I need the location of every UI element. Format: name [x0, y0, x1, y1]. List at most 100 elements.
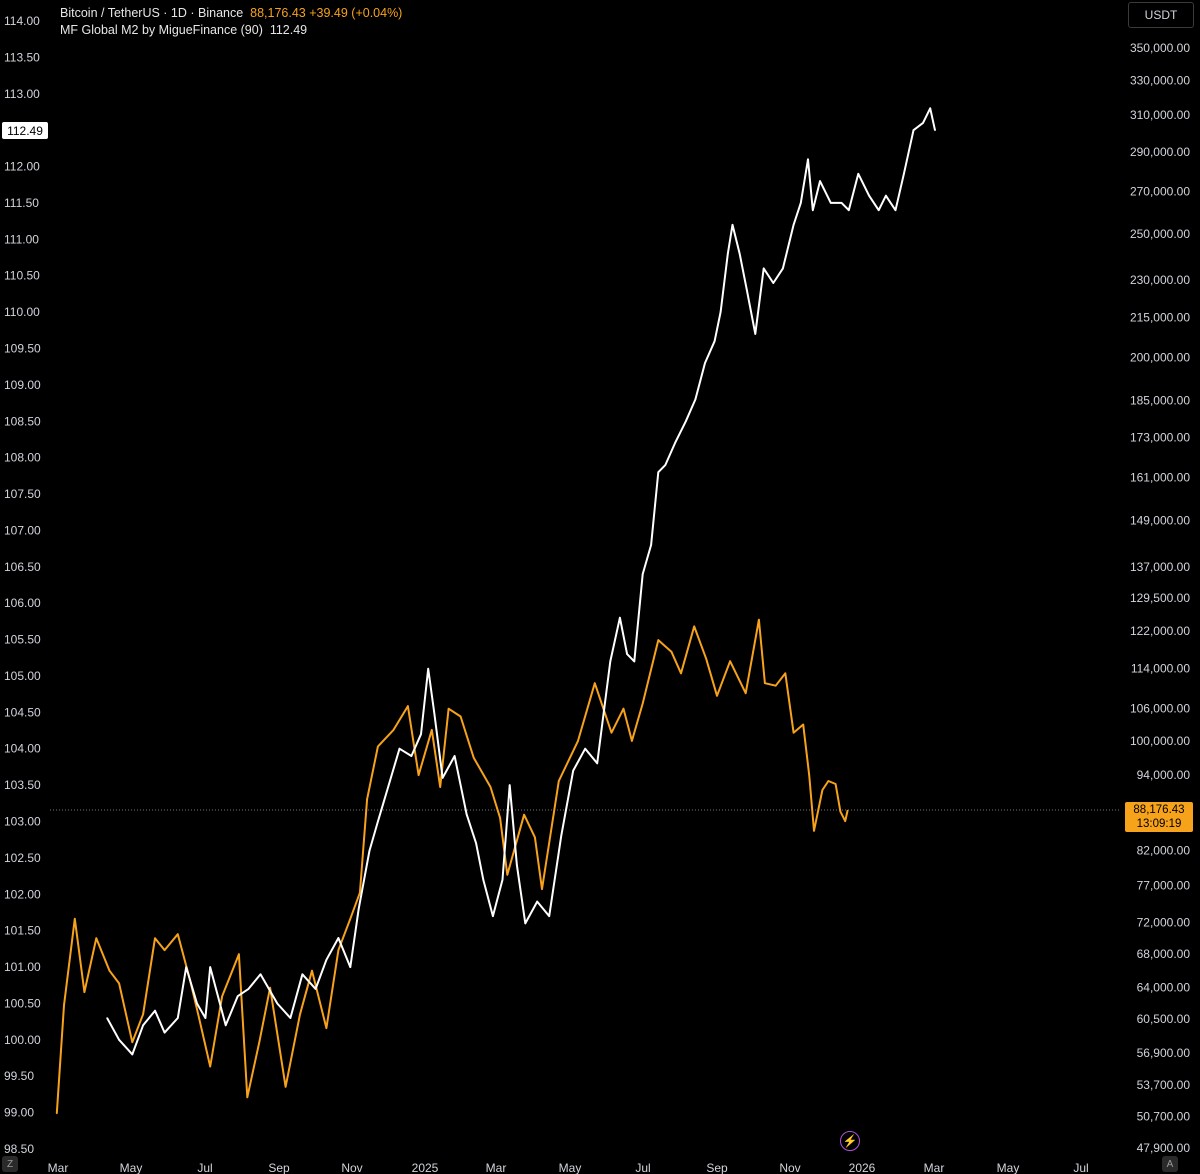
- btc-point-17: [246, 1096, 249, 1099]
- m2-point-25: [387, 784, 390, 786]
- right-axis-tick-24: 64,000.00: [1137, 981, 1191, 995]
- m2-point-37: [501, 878, 504, 881]
- m2-point-82: [903, 173, 905, 175]
- x-axis-tick-3: Sep: [268, 1161, 290, 1174]
- x-axis-tick-8: Jul: [635, 1161, 650, 1174]
- m2-point-55: [674, 442, 676, 444]
- btc-point-66: [821, 789, 824, 791]
- btc-point-31: [417, 774, 420, 776]
- m2-point-68: [782, 267, 784, 270]
- m2-point-45: [584, 747, 586, 750]
- auto-scale-button[interactable]: A: [1162, 1156, 1178, 1172]
- left-axis-tick-21: 103.00: [4, 815, 41, 829]
- btc-point-23: [325, 1027, 328, 1029]
- btc-point-55: [716, 694, 718, 697]
- m2-point-38: [508, 784, 511, 786]
- zoom-corner-button[interactable]: Z: [2, 1156, 18, 1172]
- left-axis-tick-9: 109.00: [4, 378, 41, 392]
- currency-unit-button[interactable]: USDT: [1128, 2, 1194, 28]
- x-axis-tick-11: 2026: [849, 1161, 876, 1174]
- m2-point-85: [929, 107, 932, 110]
- m2-point-27: [410, 755, 413, 757]
- m2-point-86: [934, 129, 936, 131]
- m2-point-49: [626, 653, 628, 655]
- btc-point-28: [377, 745, 379, 748]
- m2-point-44: [572, 769, 574, 772]
- btc-point-32: [431, 729, 433, 731]
- right-axis: 350,000.00 330,000.00 310,000.00 290,000.00…: [1130, 41, 1190, 1155]
- right-axis-tick-5: 250,000.00: [1130, 227, 1190, 241]
- m2-point-74: [829, 202, 832, 204]
- m2-point-11: [224, 1024, 227, 1027]
- btc-point-56: [729, 660, 731, 662]
- m2-point-28: [420, 733, 422, 735]
- btc-point-35: [459, 715, 462, 718]
- left-axis-tick-22: 102.50: [4, 851, 41, 865]
- left-axis-tick-20: 103.50: [4, 778, 41, 792]
- right-axis-tick-8: 200,000.00: [1130, 351, 1190, 365]
- btc-point-42: [541, 888, 543, 890]
- btc-point-29: [392, 729, 395, 731]
- m2-point-5: [163, 1031, 166, 1034]
- x-axis-tick-12: Mar: [924, 1161, 945, 1174]
- btc-point-22: [311, 969, 313, 972]
- btc-last-price: 88,176.43: [1133, 804, 1185, 816]
- m2-point-57: [694, 398, 697, 401]
- btc-point-37: [489, 786, 492, 788]
- left-axis-tick-19: 104.00: [4, 742, 41, 756]
- right-axis-tick-28: 50,700.00: [1137, 1110, 1191, 1124]
- btc-point-13: [197, 1013, 199, 1016]
- right-axis-tick-1: 330,000.00: [1130, 74, 1190, 88]
- m2-point-24: [377, 820, 379, 823]
- left-axis-tick-16: 105.50: [4, 633, 41, 647]
- m2-point-50: [633, 660, 636, 663]
- btc-point-65: [813, 829, 815, 832]
- right-axis-tick-10: 173,000.00: [1130, 431, 1190, 445]
- m2-point-30: [433, 711, 436, 714]
- left-axis-tick-6: 110.50: [4, 269, 40, 283]
- btc-point-4: [95, 937, 98, 939]
- btc-point-40: [523, 813, 525, 816]
- m2-point-43: [560, 835, 563, 837]
- btc-point-71: [846, 809, 849, 812]
- left-axis-tick-1: 113.50: [4, 50, 40, 64]
- m2-point-61: [726, 253, 729, 255]
- btc-point-68: [834, 783, 837, 785]
- btc-point-57: [744, 692, 747, 695]
- right-axis-tick-15: 122,000.00: [1130, 624, 1190, 638]
- btc-point-33: [439, 786, 442, 788]
- left-axis-tick-30: 98.50: [4, 1142, 34, 1156]
- right-axis-tick-3: 290,000.00: [1130, 145, 1190, 159]
- m2-point-22: [357, 908, 360, 910]
- x-axis-tick-0: Mar: [48, 1161, 69, 1174]
- right-axis-tick-17: 106,000.00: [1130, 702, 1190, 716]
- m2-point-56: [685, 420, 687, 423]
- lightning-bolt-icon[interactable]: ⚡: [840, 1131, 860, 1151]
- m2-point-39: [516, 864, 518, 866]
- m2-point-3: [142, 1024, 144, 1027]
- btc-point-0: [56, 1112, 58, 1115]
- right-axis-tick-12: 149,000.00: [1130, 513, 1190, 527]
- btc-point-20: [284, 1086, 287, 1088]
- btc-point-38: [499, 817, 501, 819]
- btc-point-19: [269, 986, 271, 989]
- right-axis-tick-6: 230,000.00: [1130, 273, 1190, 287]
- right-axis-tick-19: 94,000.00: [1137, 768, 1191, 782]
- x-axis-tick-13: May: [997, 1161, 1020, 1174]
- left-axis-tick-13: 107.00: [4, 523, 41, 537]
- m2-point-83: [912, 129, 915, 131]
- m2-point-13: [247, 988, 250, 990]
- btc-point-9: [154, 937, 156, 939]
- right-axis-tick-11: 161,000.00: [1130, 470, 1190, 484]
- x-axis: Mar May Jul Sep Nov 2025 Mar May Jul Sep Nov 2026 Ma…: [48, 1161, 1089, 1174]
- m2-point-9: [204, 1017, 207, 1019]
- right-axis-tick-23: 68,000.00: [1137, 947, 1191, 961]
- m2-point-8: [196, 1002, 198, 1005]
- btc-point-16: [238, 953, 240, 956]
- x-axis-tick-5: 2025: [412, 1161, 439, 1174]
- m2-point-23: [368, 849, 371, 852]
- btc-point-18: [258, 1041, 261, 1043]
- legend-btc-value: 88,176.43 +39.49 (+0.04%): [250, 6, 403, 20]
- m2-point-34: [475, 842, 477, 845]
